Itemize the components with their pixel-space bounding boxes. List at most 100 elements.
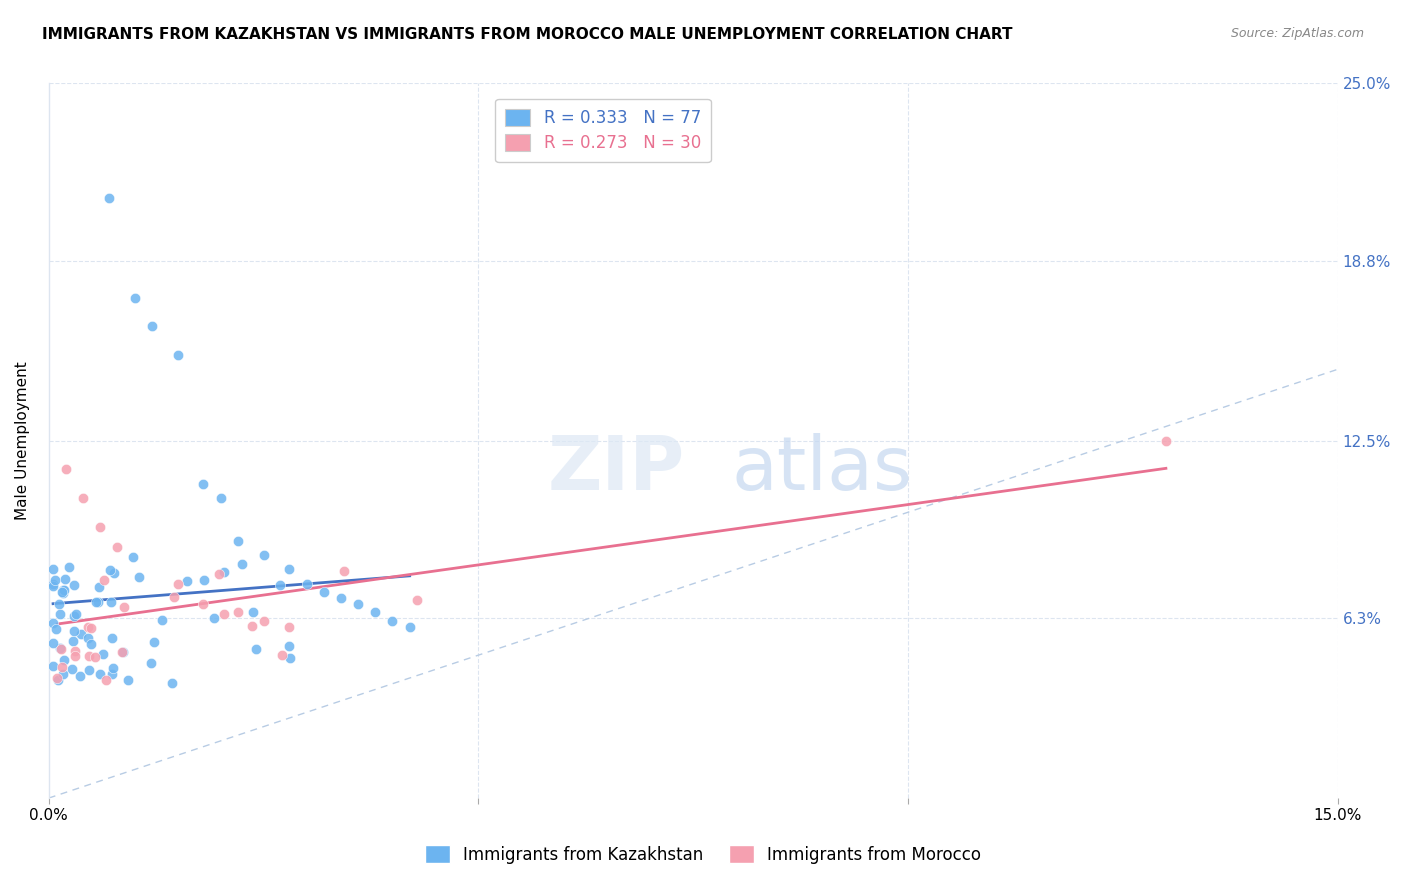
Point: [212, 565, 235, 579]
Point: [97, 191, 120, 205]
Point: [141, 656, 163, 670]
Point: [252, 614, 274, 628]
Point: [160, 676, 183, 690]
Point: [252, 548, 274, 562]
Point: [166, 348, 188, 362]
Point: [381, 614, 404, 628]
Point: [278, 562, 301, 576]
Point: [55, 462, 77, 476]
Point: [42, 636, 65, 650]
Point: [77, 620, 100, 634]
Point: [72, 491, 94, 505]
Point: [93, 573, 115, 587]
Point: [89, 519, 111, 533]
Point: [42, 579, 65, 593]
Point: [271, 648, 294, 662]
Point: [58, 560, 80, 574]
Point: [202, 611, 225, 625]
Point: [48, 597, 70, 611]
Text: Source: ZipAtlas.com: Source: ZipAtlas.com: [1230, 27, 1364, 40]
Point: [89, 580, 111, 594]
Point: [209, 491, 232, 505]
Point: [49, 640, 72, 655]
Text: IMMIGRANTS FROM KAZAKHSTAN VS IMMIGRANTS FROM MOROCCO MALE UNEMPLOYMENT CORRELAT: IMMIGRANTS FROM KAZAKHSTAN VS IMMIGRANTS…: [42, 27, 1012, 42]
Point: [1154, 434, 1177, 448]
Point: [143, 635, 166, 649]
Point: [44, 574, 66, 588]
Point: [141, 319, 163, 334]
Point: [52, 582, 75, 597]
Point: [87, 595, 110, 609]
Point: [166, 576, 188, 591]
Point: [398, 619, 420, 633]
Point: [89, 667, 111, 681]
Point: [103, 566, 125, 580]
Point: [100, 563, 122, 577]
Point: [77, 663, 100, 677]
Point: [70, 626, 93, 640]
Point: [128, 570, 150, 584]
Point: [226, 605, 249, 619]
Point: [193, 476, 215, 491]
Point: [405, 593, 427, 607]
Point: [240, 619, 263, 633]
Point: [51, 660, 73, 674]
Point: [124, 291, 146, 305]
Point: [91, 648, 114, 662]
Point: [42, 615, 65, 630]
Point: [295, 576, 318, 591]
Point: [207, 566, 229, 581]
Point: [51, 585, 73, 599]
Point: [269, 577, 291, 591]
Point: [52, 666, 75, 681]
Point: [226, 533, 249, 548]
Point: [122, 549, 145, 564]
Point: [329, 591, 352, 605]
Point: [112, 599, 135, 614]
Point: [80, 621, 103, 635]
Point: [79, 637, 101, 651]
Point: [46, 671, 69, 685]
Point: [96, 673, 118, 687]
Point: [214, 607, 236, 621]
Point: [333, 564, 356, 578]
Point: [53, 582, 76, 597]
Point: [62, 609, 84, 624]
Point: [42, 562, 65, 576]
Point: [117, 673, 139, 688]
Point: [312, 585, 335, 599]
Point: [76, 631, 98, 645]
Point: [278, 651, 301, 665]
Point: [364, 605, 387, 619]
Point: [193, 573, 215, 587]
Point: [277, 640, 299, 654]
Point: [52, 653, 75, 667]
Point: [111, 645, 134, 659]
Point: [278, 619, 301, 633]
Text: atlas: atlas: [731, 433, 912, 506]
Point: [49, 607, 72, 621]
Point: [347, 597, 370, 611]
Point: [63, 649, 86, 664]
Point: [42, 658, 65, 673]
Point: [150, 613, 173, 627]
Point: [176, 574, 198, 588]
Point: [245, 641, 267, 656]
Point: [231, 557, 253, 571]
Point: [65, 607, 87, 622]
Point: [45, 622, 67, 636]
Point: [101, 667, 124, 681]
Point: [65, 644, 87, 658]
Point: [101, 661, 124, 675]
Text: ZIP: ZIP: [547, 433, 685, 506]
Point: [100, 631, 122, 645]
Point: [62, 577, 84, 591]
Legend: R = 0.333   N = 77, R = 0.273   N = 30: R = 0.333 N = 77, R = 0.273 N = 30: [495, 99, 711, 162]
Point: [193, 597, 215, 611]
Point: [42, 577, 65, 591]
Point: [62, 634, 84, 648]
Point: [63, 624, 86, 638]
Point: [84, 595, 107, 609]
Y-axis label: Male Unemployment: Male Unemployment: [15, 361, 30, 520]
Legend: Immigrants from Kazakhstan, Immigrants from Morocco: Immigrants from Kazakhstan, Immigrants f…: [419, 838, 987, 871]
